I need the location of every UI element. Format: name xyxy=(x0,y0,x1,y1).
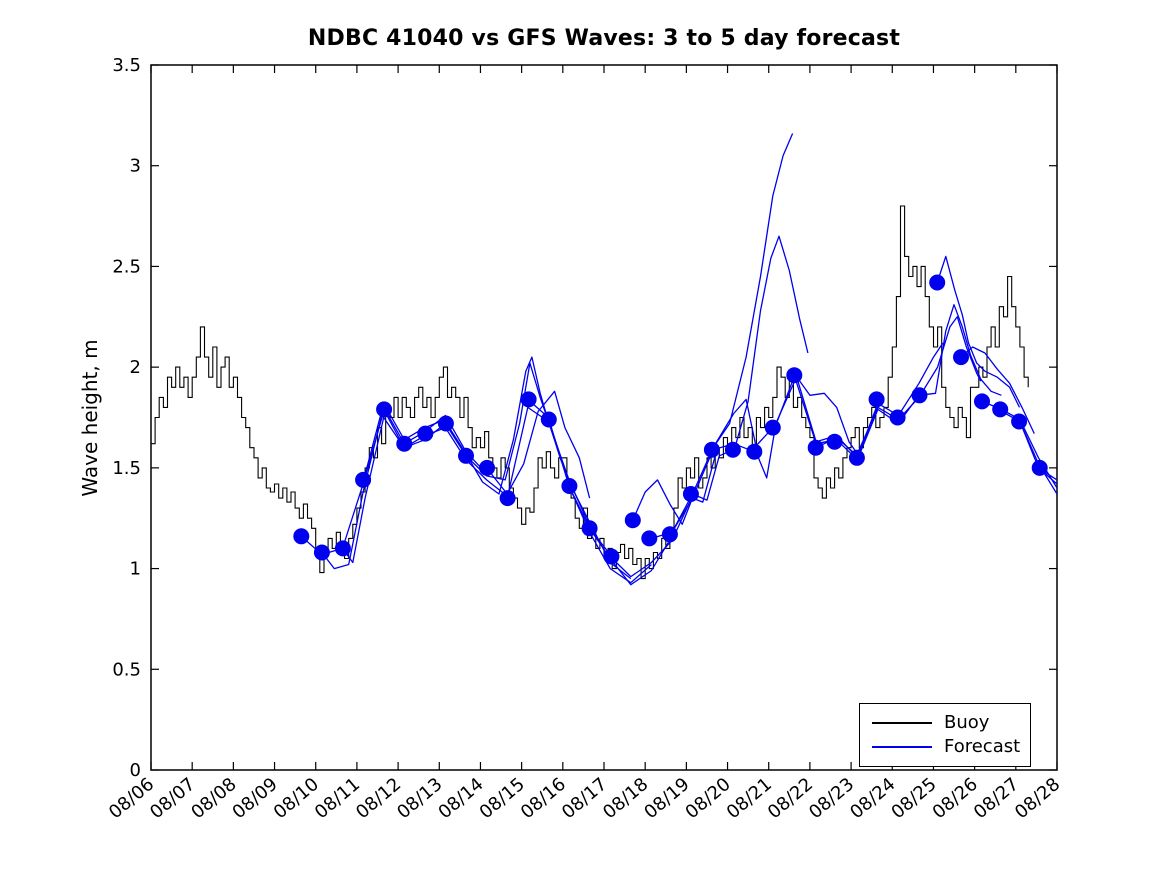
x-tick-label: 08/06 xyxy=(105,774,158,823)
x-tick-label: 08/18 xyxy=(599,774,652,823)
legend-label-forecast: Forecast xyxy=(944,736,1021,757)
forecast-marker xyxy=(603,548,620,565)
forecast-segment xyxy=(589,527,673,586)
y-tick-label: 0 xyxy=(130,760,141,781)
forecast-marker xyxy=(746,443,763,460)
x-tick-label: 08/14 xyxy=(434,774,487,823)
forecast-segment xyxy=(609,495,694,578)
x-tick-label: 08/07 xyxy=(146,774,199,823)
forecast-segment xyxy=(1001,410,1058,495)
forecast-marker xyxy=(458,447,474,464)
forecast-marker xyxy=(334,540,351,557)
y-tick-label: 1 xyxy=(130,559,141,580)
forecast-marker xyxy=(293,528,310,545)
forecast-marker xyxy=(479,459,495,476)
y-tick-label: 2.5 xyxy=(112,256,141,277)
forecast-marker xyxy=(929,274,946,291)
forecast-marker xyxy=(561,478,578,494)
forecast-marker xyxy=(868,391,885,408)
forecast-marker xyxy=(661,526,678,543)
x-tick-label: 08/26 xyxy=(929,774,982,823)
forecast-segment xyxy=(444,356,550,495)
forecast-segment xyxy=(486,390,591,499)
chart-title: NDBC 41040 vs GFS Waves: 3 to 5 day fore… xyxy=(307,26,901,51)
x-tick-label: 08/27 xyxy=(970,774,1023,823)
forecast-marker xyxy=(313,544,330,561)
forecast-segment xyxy=(733,235,809,452)
forecast-segment xyxy=(856,342,944,459)
forecast-marker xyxy=(1011,413,1028,430)
y-tick-label: 3 xyxy=(130,156,141,177)
x-tick-label: 08/13 xyxy=(393,774,446,823)
forecast-marker xyxy=(911,387,928,404)
forecast-marker xyxy=(826,433,843,450)
x-tick-label: 08/22 xyxy=(764,774,817,823)
forecast-marker xyxy=(786,367,803,384)
x-tick-label: 08/20 xyxy=(682,774,735,823)
forecast-marker xyxy=(520,391,537,408)
forecast-marker xyxy=(807,439,824,456)
forecast-line-swatch xyxy=(872,746,932,748)
x-tick-label: 08/10 xyxy=(270,774,323,823)
forecast-segment xyxy=(527,398,611,555)
forecast-marker xyxy=(417,425,434,442)
forecast-segment xyxy=(753,378,837,449)
forecast-marker xyxy=(396,435,413,452)
forecast-marker xyxy=(499,490,516,507)
forecast-marker xyxy=(437,415,454,432)
forecast-marker xyxy=(764,419,781,436)
forecast-segment xyxy=(300,411,385,556)
forecast-marker xyxy=(540,411,557,428)
x-tick-label: 08/24 xyxy=(846,774,899,823)
legend-item-buoy: Buoy xyxy=(860,711,1030,735)
legend: Buoy Forecast xyxy=(859,703,1031,767)
x-tick-label: 08/11 xyxy=(311,774,364,823)
buoy-series xyxy=(151,205,1029,580)
forecast-marker xyxy=(682,486,699,502)
forecast-marker xyxy=(848,449,865,466)
x-tick-label: 08/08 xyxy=(187,774,240,823)
forecast-marker xyxy=(703,441,720,458)
forecast-segment xyxy=(321,406,405,570)
forecast-marker xyxy=(355,471,372,488)
y-tick-label: 0.5 xyxy=(112,659,141,680)
y-tick-label: 3.5 xyxy=(112,55,141,76)
y-tick-label: 1.5 xyxy=(112,458,141,479)
axes-frame xyxy=(150,64,1058,771)
forecast-marker xyxy=(1031,459,1048,476)
forecast-marker xyxy=(724,441,741,458)
legend-label-buoy: Buoy xyxy=(944,712,990,733)
forecast-marker xyxy=(974,393,990,410)
forecast-segment xyxy=(632,455,716,525)
forecast-marker xyxy=(992,401,1009,418)
x-tick-label: 08/15 xyxy=(476,774,529,823)
forecast-segment xyxy=(712,133,794,449)
legend-item-forecast: Forecast xyxy=(860,735,1030,759)
forecast-segment xyxy=(568,485,652,584)
x-tick-label: 08/09 xyxy=(229,774,282,823)
x-tick-label: 08/21 xyxy=(723,774,776,823)
x-tick-label: 08/16 xyxy=(517,774,570,823)
forecast-marker xyxy=(953,349,969,366)
x-tick-label: 08/23 xyxy=(805,774,858,823)
x-tick-label: 08/12 xyxy=(352,774,405,823)
forecast-marker xyxy=(624,512,641,529)
x-tick-label: 08/25 xyxy=(887,774,940,823)
x-tick-label: 08/28 xyxy=(1011,774,1064,823)
forecast-segment xyxy=(960,346,1035,434)
forecast-segment xyxy=(936,255,1021,408)
x-tick-label: 08/19 xyxy=(640,774,693,823)
forecast-marker xyxy=(581,520,598,537)
buoy-line-swatch xyxy=(872,722,932,724)
forecast-marker xyxy=(376,401,393,418)
forecast-marker xyxy=(889,409,906,426)
forecast-segment xyxy=(918,304,1002,396)
y-tick-label: 2 xyxy=(130,357,141,378)
x-tick-label: 08/17 xyxy=(558,774,611,823)
forecast-marker xyxy=(641,530,658,547)
